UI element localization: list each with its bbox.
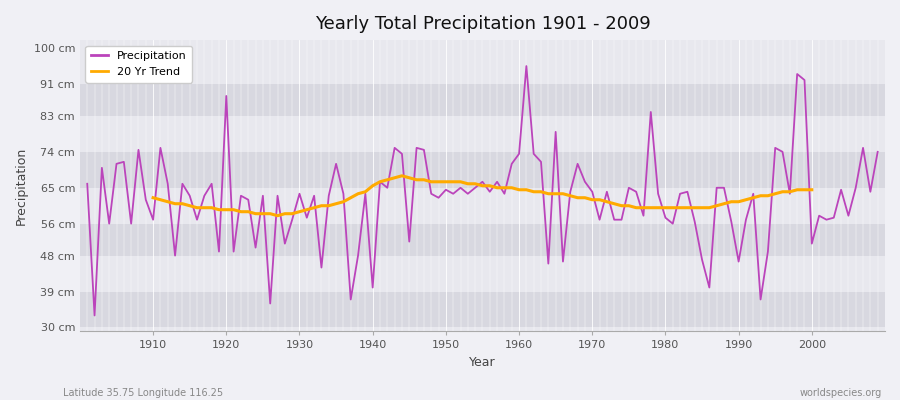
Bar — [80, 48, 885, 84]
X-axis label: Year: Year — [469, 356, 496, 369]
Bar — [80, 188, 885, 224]
Bar — [80, 292, 885, 328]
Bar — [80, 84, 885, 116]
Bar — [80, 256, 885, 292]
Title: Yearly Total Precipitation 1901 - 2009: Yearly Total Precipitation 1901 - 2009 — [315, 15, 651, 33]
Bar — [80, 152, 885, 188]
Legend: Precipitation, 20 Yr Trend: Precipitation, 20 Yr Trend — [86, 46, 192, 82]
Y-axis label: Precipitation: Precipitation — [15, 147, 28, 225]
Text: worldspecies.org: worldspecies.org — [800, 388, 882, 398]
Bar — [80, 224, 885, 256]
Text: Latitude 35.75 Longitude 116.25: Latitude 35.75 Longitude 116.25 — [63, 388, 223, 398]
Bar — [80, 116, 885, 152]
